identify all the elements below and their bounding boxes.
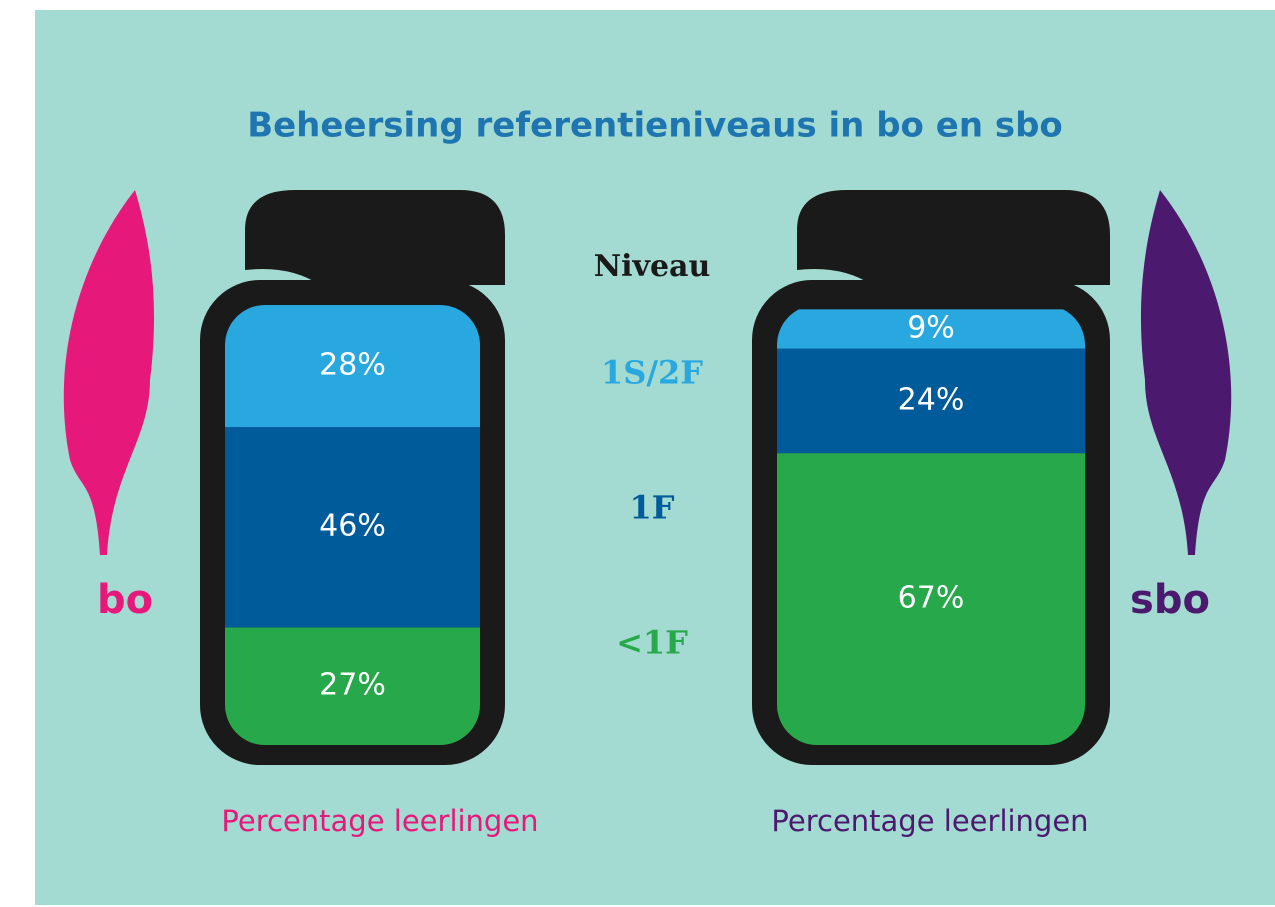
category-label: sbo bbox=[1130, 577, 1210, 623]
axis-label: Percentage leerlingen bbox=[221, 804, 538, 838]
value-label: 24% bbox=[898, 382, 965, 417]
value-label: 27% bbox=[319, 668, 386, 703]
jar-lid bbox=[245, 190, 505, 285]
category-label: bo bbox=[97, 577, 153, 623]
value-label: 28% bbox=[319, 347, 386, 382]
legend-title: Niveau bbox=[594, 249, 711, 284]
page: {"chart_data": { "type": "stacked-bar", … bbox=[0, 0, 1275, 907]
jar-lid bbox=[797, 190, 1110, 285]
jar-fill bbox=[777, 309, 1085, 745]
value-label: 46% bbox=[319, 509, 386, 544]
value-label: 67% bbox=[898, 581, 965, 616]
value-label: 9% bbox=[907, 310, 955, 345]
legend-label: 1F bbox=[630, 489, 675, 527]
chart: Beheersing referentieniveaus in bo en sb… bbox=[0, 0, 1275, 907]
axis-label: Percentage leerlingen bbox=[771, 804, 1088, 838]
legend-label: <1F bbox=[616, 624, 688, 662]
legend-label: 1S/2F bbox=[601, 354, 703, 392]
chart-title: Beheersing referentieniveaus in bo en sb… bbox=[247, 106, 1063, 146]
